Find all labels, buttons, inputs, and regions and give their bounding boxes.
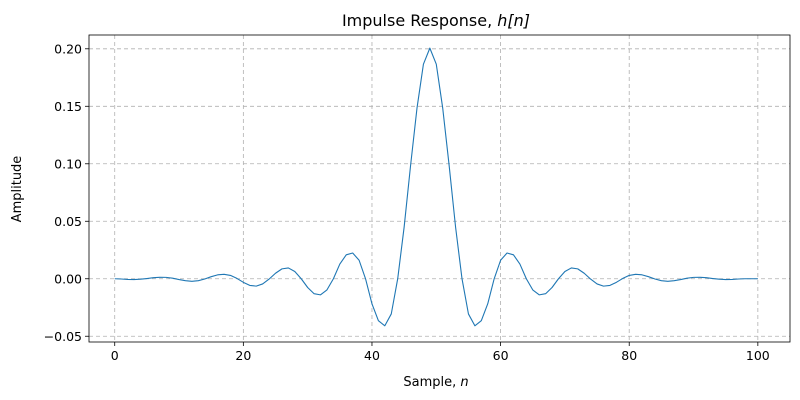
y-tick-label: 0.05 [54,214,82,229]
chart-title-text: Impulse Response, [342,11,497,30]
x-tick-label: 60 [493,348,509,363]
y-tick-label: 0.20 [54,41,82,56]
y-axis-label: Amplitude [10,156,25,223]
chart-title-math: h[n] [497,11,530,30]
x-tick-label: 20 [235,348,251,363]
y-tick-label: 0.15 [54,99,82,114]
series-line-h-n [114,47,758,327]
plot-frame [88,34,791,343]
grid [89,35,790,342]
y-tick-label: −0.05 [44,329,82,344]
x-tick-label: 0 [111,348,119,363]
x-axis-label-text: Sample, [403,375,460,390]
y-tick-label: 0.00 [54,271,82,286]
y-tick-label: 0.10 [54,156,82,171]
axis-ticks: 0 20 40 60 80 100 −0.05 0.00 0.05 0.10 0.15 0.20 [44,41,770,363]
x-tick-label: 40 [364,348,380,363]
series-layer [114,47,758,327]
x-axis-label: Sample, n [403,375,468,390]
chart-title: Impulse Response, h[n] [342,11,530,30]
x-tick-label: 100 [746,348,770,363]
x-axis-label-math: n [460,375,468,390]
x-tick-label: 80 [621,348,637,363]
